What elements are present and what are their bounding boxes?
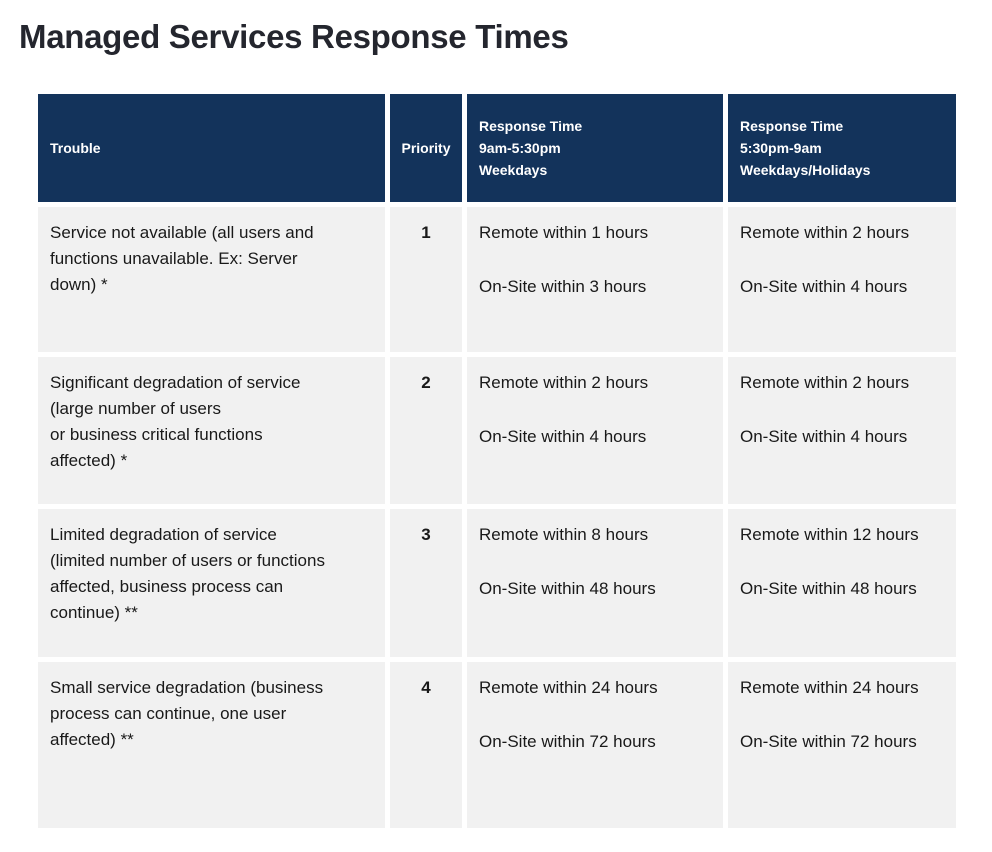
trouble-cell: Significant degradation of service (larg… bbox=[38, 357, 385, 504]
onsite-response-line: On-Site within 4 hours bbox=[479, 427, 647, 446]
onsite-response-line: On-Site within 4 hours bbox=[740, 277, 908, 296]
afterhours-response-cell: Remote within 2 hours On-Site within 4 h… bbox=[728, 207, 956, 352]
priority-cell: 2 bbox=[390, 357, 462, 504]
onsite-response-line: On-Site within 4 hours bbox=[740, 427, 908, 446]
weekday-response-cell: Remote within 24 hours On-Site within 72… bbox=[467, 662, 723, 828]
remote-response-line: Remote within 24 hours bbox=[479, 678, 658, 697]
afterhours-response-cell: Remote within 2 hours On-Site within 4 h… bbox=[728, 357, 956, 504]
onsite-response-line: On-Site within 48 hours bbox=[479, 579, 656, 598]
trouble-cell: Service not available (all users and fun… bbox=[38, 207, 385, 352]
remote-response-line: Remote within 8 hours bbox=[479, 525, 649, 544]
remote-response-line: Remote within 2 hours bbox=[479, 373, 649, 392]
page-title: Managed Services Response Times bbox=[19, 18, 569, 55]
priority-cell: 1 bbox=[390, 207, 462, 352]
onsite-response-line: On-Site within 3 hours bbox=[479, 277, 647, 296]
header-priority: Priority bbox=[390, 94, 462, 202]
remote-response-line: Remote within 1 hours bbox=[479, 223, 649, 242]
response-times-table: Trouble Priority Response Time 9am-5:30p… bbox=[38, 94, 956, 828]
remote-response-line: Remote within 2 hours bbox=[740, 373, 910, 392]
remote-response-line: Remote within 12 hours bbox=[740, 525, 919, 544]
weekday-response-cell: Remote within 8 hours On-Site within 48 … bbox=[467, 509, 723, 657]
header-trouble: Trouble bbox=[38, 94, 385, 202]
remote-response-line: Remote within 24 hours bbox=[740, 678, 919, 697]
priority-cell: 4 bbox=[390, 662, 462, 828]
header-response-afterhours: Response Time 5:30pm-9am Weekdays/Holida… bbox=[728, 94, 956, 202]
trouble-cell: Small service degradation (business proc… bbox=[38, 662, 385, 828]
onsite-response-line: On-Site within 72 hours bbox=[479, 732, 656, 751]
priority-cell: 3 bbox=[390, 509, 462, 657]
trouble-cell: Limited degradation of service (limited … bbox=[38, 509, 385, 657]
afterhours-response-cell: Remote within 24 hours On-Site within 72… bbox=[728, 662, 956, 828]
weekday-response-cell: Remote within 1 hours On-Site within 3 h… bbox=[467, 207, 723, 352]
onsite-response-line: On-Site within 48 hours bbox=[740, 579, 917, 598]
weekday-response-cell: Remote within 2 hours On-Site within 4 h… bbox=[467, 357, 723, 504]
remote-response-line: Remote within 2 hours bbox=[740, 223, 910, 242]
onsite-response-line: On-Site within 72 hours bbox=[740, 732, 917, 751]
afterhours-response-cell: Remote within 12 hours On-Site within 48… bbox=[728, 509, 956, 657]
header-response-weekday: Response Time 9am-5:30pm Weekdays bbox=[467, 94, 723, 202]
